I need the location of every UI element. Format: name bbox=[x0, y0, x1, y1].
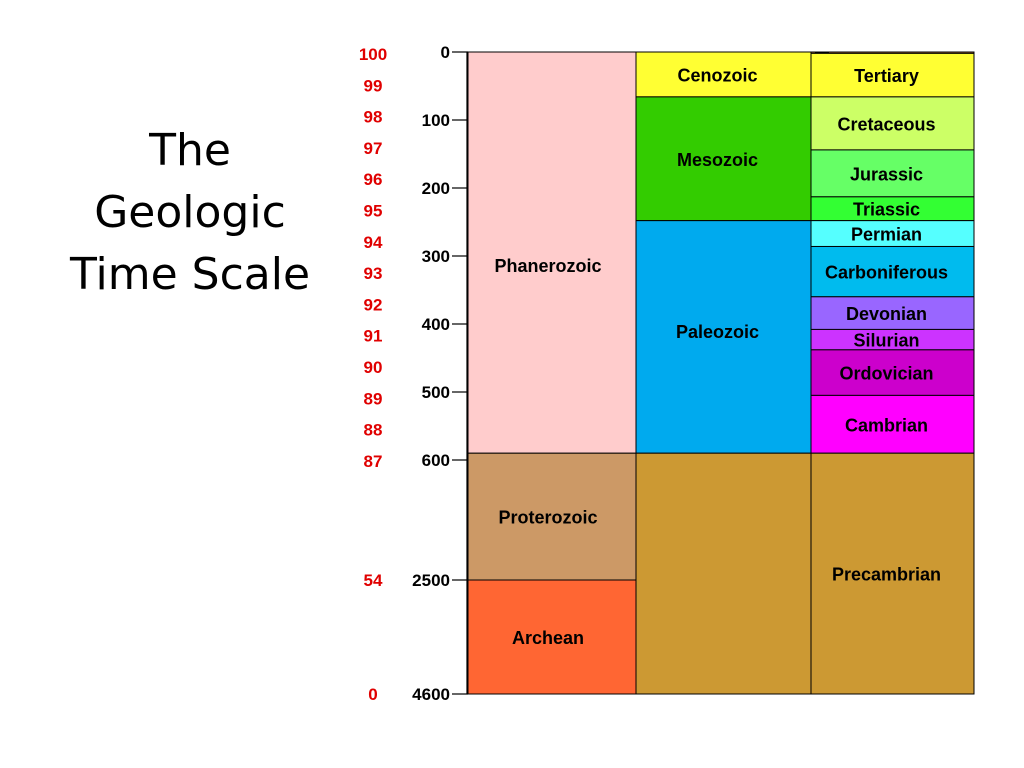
percent-label-97: 97 bbox=[364, 139, 383, 158]
period-label-silurian: Silurian bbox=[853, 331, 919, 351]
percent-label-93: 93 bbox=[364, 264, 383, 283]
age-label-500: 500 bbox=[422, 383, 450, 402]
eon-label-proterozoic: Proterozoic bbox=[498, 508, 597, 528]
percent-label-96: 96 bbox=[364, 170, 383, 189]
age-label-600: 600 bbox=[422, 451, 450, 470]
period-label-jurassic: Jurassic bbox=[850, 164, 923, 184]
period-label-cambrian: Cambrian bbox=[845, 415, 928, 435]
eon-block-archean bbox=[467, 579, 637, 695]
percent-label-0: 0 bbox=[368, 685, 377, 704]
age-label-4600: 4600 bbox=[412, 685, 450, 704]
age-label-100: 100 bbox=[422, 111, 450, 130]
percent-label-54: 54 bbox=[364, 571, 383, 590]
period-label-permian: Permian bbox=[851, 225, 922, 245]
period-block-ordovician bbox=[810, 349, 975, 396]
period-label-devonian: Devonian bbox=[846, 304, 927, 324]
eon-block-phanerozoic bbox=[467, 51, 637, 454]
percent-label-89: 89 bbox=[364, 389, 383, 408]
percent-label-92: 92 bbox=[364, 295, 383, 314]
period-block-precambrian bbox=[810, 452, 975, 695]
period-label-carboniferous: Carboniferous bbox=[825, 263, 948, 283]
age-label-300: 300 bbox=[422, 247, 450, 266]
era-label-paleozoic: Paleozoic bbox=[676, 322, 759, 342]
age-label-0: 0 bbox=[441, 43, 450, 62]
period-block-tertiary bbox=[810, 52, 975, 98]
period-block-cambrian bbox=[810, 394, 975, 454]
era-block-blank-3 bbox=[635, 452, 812, 695]
percent-label-99: 99 bbox=[364, 76, 383, 95]
eon-label-archean: Archean bbox=[512, 628, 584, 648]
period-label-tertiary: Tertiary bbox=[854, 66, 919, 86]
age-label-200: 200 bbox=[422, 179, 450, 198]
percent-label-98: 98 bbox=[364, 108, 383, 127]
period-label-ordovician: Ordovician bbox=[839, 364, 933, 384]
age-label-2500: 2500 bbox=[412, 571, 450, 590]
period-block-devonian bbox=[810, 296, 975, 330]
title-line-2: Geologic bbox=[94, 187, 286, 238]
period-block-cretaceous bbox=[810, 96, 975, 151]
era-label-mesozoic: Mesozoic bbox=[677, 150, 758, 170]
title-line-1: The bbox=[149, 125, 231, 176]
percent-label-91: 91 bbox=[364, 327, 383, 346]
period-label-cretaceous: Cretaceous bbox=[837, 114, 935, 134]
period-label-triassic: Triassic bbox=[853, 200, 920, 220]
slide-title: The Geologic Time Scale bbox=[40, 120, 340, 306]
percent-label-95: 95 bbox=[364, 202, 383, 221]
percent-label-87: 87 bbox=[364, 452, 383, 471]
eon-label-phanerozoic: Phanerozoic bbox=[494, 256, 601, 276]
percent-label-88: 88 bbox=[364, 421, 383, 440]
percent-label-90: 90 bbox=[364, 358, 383, 377]
percent-label-100: 100 bbox=[359, 45, 387, 64]
age-label-400: 400 bbox=[422, 315, 450, 334]
period-block-jurassic bbox=[810, 149, 975, 198]
era-label-cenozoic: Cenozoic bbox=[677, 65, 757, 85]
period-label-precambrian: Precambrian bbox=[832, 565, 941, 585]
percent-label-94: 94 bbox=[364, 233, 383, 252]
period-block-permian bbox=[810, 220, 975, 247]
period-block-carboniferous bbox=[810, 245, 975, 298]
title-line-3: Time Scale bbox=[69, 249, 311, 300]
